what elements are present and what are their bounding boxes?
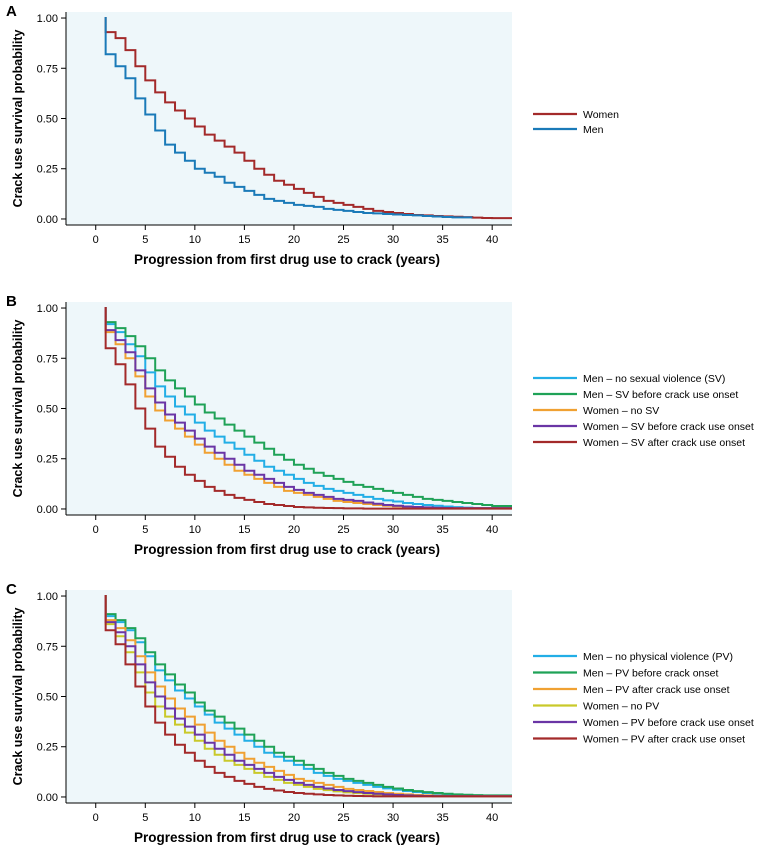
x-tick-label: 25 bbox=[337, 524, 349, 536]
panel-label: C bbox=[6, 581, 17, 598]
panel-label: B bbox=[6, 293, 17, 310]
legend-label: Women – no PV bbox=[583, 701, 659, 713]
legend-label: Women – PV after crack use onset bbox=[583, 734, 745, 746]
x-tick-label: 5 bbox=[142, 524, 148, 536]
x-tick-label: 20 bbox=[288, 234, 300, 246]
y-tick-label: 0.50 bbox=[37, 692, 58, 704]
y-tick-label: 1.00 bbox=[37, 303, 58, 315]
x-tick-label: 40 bbox=[486, 234, 498, 246]
x-axis-title: Progression from first drug use to crack… bbox=[134, 830, 440, 845]
series-line-1 bbox=[104, 17, 473, 219]
legend-label: Men – PV after crack use onset bbox=[583, 684, 730, 696]
plot-area bbox=[66, 590, 512, 803]
series-line-3 bbox=[104, 307, 512, 510]
y-axis-title: Crack use survival probability bbox=[11, 320, 25, 498]
x-tick-label: 40 bbox=[486, 524, 498, 536]
x-tick-label: 30 bbox=[387, 234, 399, 246]
y-tick-label: 0.75 bbox=[37, 641, 58, 653]
x-tick-label: 35 bbox=[436, 812, 448, 824]
y-tick-label: 0.75 bbox=[37, 353, 58, 365]
x-tick-label: 15 bbox=[238, 812, 250, 824]
x-tick-label: 30 bbox=[387, 812, 399, 824]
y-axis-title: Crack use survival probability bbox=[11, 608, 25, 786]
panel-c: C 0.00 0.25 0.50 0.75 1.00 0 5 10 15 20 25 30 35 40 Pro… bbox=[6, 581, 754, 845]
y-tick-label: 1.00 bbox=[37, 591, 58, 603]
y-tick-label: 1.00 bbox=[37, 13, 58, 25]
x-tick-label: 10 bbox=[189, 234, 201, 246]
x-tick-label: 30 bbox=[387, 524, 399, 536]
series-line-0 bbox=[104, 307, 512, 510]
legend-label: Women bbox=[583, 109, 619, 121]
x-tick-label: 20 bbox=[288, 524, 300, 536]
legend: Women Men bbox=[533, 109, 619, 136]
x-axis-title: Progression from first drug use to crack… bbox=[134, 542, 440, 557]
y-tick-label: 0.25 bbox=[37, 742, 58, 754]
x-tick-label: 0 bbox=[93, 524, 99, 536]
panel-b: B 0.00 0.25 0.50 0.75 1.00 0 5 10 15 20 25 30 35 40 Pro… bbox=[6, 293, 754, 557]
legend-label: Women – PV before crack use onset bbox=[583, 717, 754, 729]
panel-label: A bbox=[6, 3, 17, 20]
y-tick-label: 0.75 bbox=[37, 63, 58, 75]
panel-a: A 0.00 0.25 0.50 0.75 1.00 0 5 10 15 20 25 30 35 40 Pro… bbox=[6, 3, 619, 267]
legend-label: Men – PV before crack onset bbox=[583, 668, 718, 680]
legend-label: Women – SV after crack use onset bbox=[583, 437, 745, 449]
legend-label: Men bbox=[583, 124, 604, 136]
x-tick-label: 5 bbox=[142, 234, 148, 246]
x-tick-label: 20 bbox=[288, 812, 300, 824]
x-tick-label: 10 bbox=[189, 812, 201, 824]
y-tick-label: 0.50 bbox=[37, 404, 58, 416]
legend-label: Men – SV before crack use onset bbox=[583, 389, 738, 401]
x-tick-label: 25 bbox=[337, 234, 349, 246]
x-tick-label: 35 bbox=[436, 234, 448, 246]
x-axis-title: Progression from first drug use to crack… bbox=[134, 252, 440, 267]
legend: Men – no sexual violence (SV) Men – SV be… bbox=[533, 373, 754, 449]
legend-label: Men – no physical violence (PV) bbox=[583, 651, 733, 663]
x-tick-label: 15 bbox=[238, 234, 250, 246]
x-tick-label: 35 bbox=[436, 524, 448, 536]
x-tick-label: 10 bbox=[189, 524, 201, 536]
x-tick-label: 5 bbox=[142, 812, 148, 824]
series-line-1 bbox=[104, 595, 512, 797]
y-tick-label: 0.25 bbox=[37, 164, 58, 176]
plot-area bbox=[66, 12, 512, 225]
y-tick-label: 0.00 bbox=[37, 504, 58, 516]
x-tick-label: 0 bbox=[93, 234, 99, 246]
legend-label: Women – no SV bbox=[583, 405, 659, 417]
x-tick-label: 0 bbox=[93, 812, 99, 824]
plot-area bbox=[66, 302, 512, 515]
series-line-4 bbox=[104, 307, 512, 510]
y-tick-label: 0.50 bbox=[37, 114, 58, 126]
y-tick-label: 0.00 bbox=[37, 214, 58, 226]
y-tick-label: 0.00 bbox=[37, 792, 58, 804]
series-line-1 bbox=[104, 307, 512, 507]
legend-label: Men – no sexual violence (SV) bbox=[583, 373, 725, 385]
legend-label: Women – SV before crack use onset bbox=[583, 421, 754, 433]
series-line-5 bbox=[104, 595, 512, 798]
legend: Men – no physical violence (PV) Men – PV … bbox=[533, 651, 754, 746]
x-tick-label: 15 bbox=[238, 524, 250, 536]
x-tick-label: 25 bbox=[337, 812, 349, 824]
x-tick-label: 40 bbox=[486, 812, 498, 824]
y-axis-title: Crack use survival probability bbox=[11, 30, 25, 208]
y-tick-label: 0.25 bbox=[37, 454, 58, 466]
